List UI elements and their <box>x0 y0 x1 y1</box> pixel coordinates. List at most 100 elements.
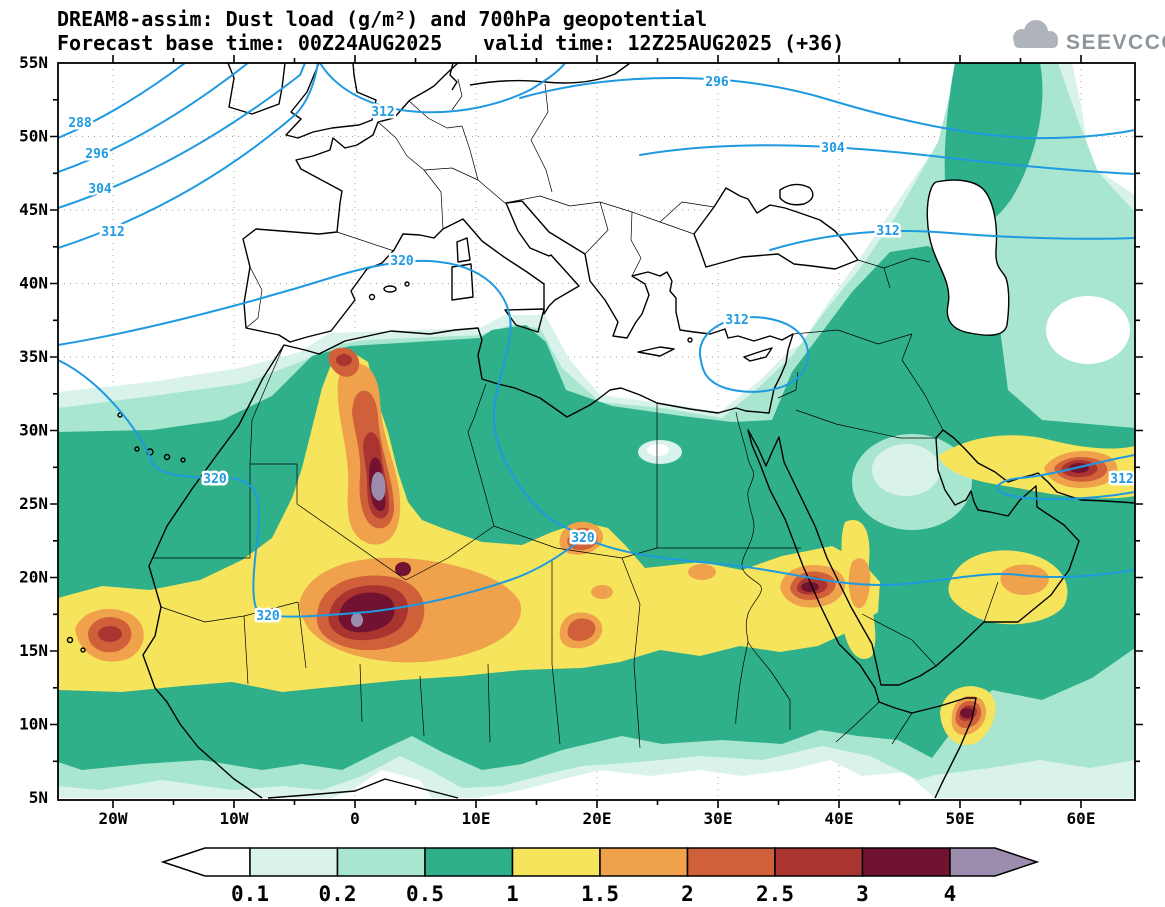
colorbar-segment <box>861 847 951 877</box>
forecast-base-time: Forecast base time: 00Z24AUG2025 <box>57 31 442 55</box>
contour-label: 288 <box>68 116 92 131</box>
crete <box>637 346 675 357</box>
corsica <box>456 237 471 263</box>
colorbar-label: 2.5 <box>756 882 794 906</box>
contour-304-east <box>639 144 1135 175</box>
menorca <box>404 281 410 287</box>
contour-296-west <box>58 63 249 173</box>
cape-verde-2 <box>80 647 86 653</box>
colorbar-label: 2 <box>681 882 694 906</box>
coastline-europe <box>242 63 673 343</box>
coastline-britain <box>285 63 377 139</box>
dust-hole-arabia-inner <box>872 444 940 496</box>
colorbar: 0.1 0.2 0.5 1 1.5 2 2.5 3 4 <box>160 847 1040 906</box>
canary-4 <box>134 446 140 452</box>
contour-312-hormuz <box>996 454 1135 501</box>
lat-label: 20N <box>19 568 48 587</box>
contour-label: 312 <box>101 225 124 240</box>
dust-fill-2.5-tibesti <box>572 531 592 545</box>
borders-europe <box>245 78 715 329</box>
lon-label: 60E <box>1067 809 1096 828</box>
dust-fill-3-somalia <box>960 708 974 718</box>
colorbar-segment <box>249 847 339 877</box>
islands <box>66 237 773 653</box>
lat-label: 45N <box>19 200 48 219</box>
contour-312-east <box>769 230 1135 251</box>
contour-labels: 288 296 304 312 312 296 304 312 312 320 … <box>66 73 1136 627</box>
ibiza <box>368 293 376 301</box>
sardinia <box>451 263 474 301</box>
lat-label: 55N <box>19 53 48 72</box>
borders-middle-east <box>777 257 999 667</box>
cape-verde-1 <box>66 636 74 644</box>
colorbar-label: 0.2 <box>319 882 357 906</box>
colorbar-label: 4 <box>944 882 957 906</box>
river-nile <box>735 411 773 725</box>
dust-shading <box>58 63 1135 798</box>
lat-label: 35N <box>19 347 48 366</box>
contour-320-main <box>58 259 1135 587</box>
colorbar-arrow-right <box>949 847 1040 877</box>
colorbar-label: 1 <box>506 882 519 906</box>
contour-label: 320 <box>203 472 227 487</box>
contour-288 <box>58 63 186 139</box>
lat-label: 25N <box>19 494 48 513</box>
contour-312-west <box>58 63 319 249</box>
colorbar-arrow-left <box>160 847 251 877</box>
dust-fill-2-bodele <box>567 618 596 641</box>
colorbar-label: 1.5 <box>581 882 619 906</box>
canary-3 <box>180 457 186 463</box>
contour-label: 312 <box>1110 472 1133 487</box>
geopotential-contours <box>58 63 1135 618</box>
colorbar-label: 0.1 <box>231 882 269 906</box>
dust-fill-1-sahel <box>58 352 880 692</box>
colorbar-label: 3 <box>856 882 869 906</box>
contour-label: 312 <box>371 105 394 120</box>
dust-hole-iran <box>1046 296 1130 364</box>
cyprus <box>743 347 773 362</box>
lon-label: 0 <box>350 809 360 828</box>
black-sea <box>693 187 859 270</box>
contour-label: 296 <box>705 75 729 90</box>
seevccc-logo: SEEVCCC <box>1013 20 1165 54</box>
dust-fill-1.5-sudan2 <box>688 564 716 580</box>
colorbar-segment <box>686 847 776 877</box>
borders-africa <box>152 344 913 749</box>
lat-label: 50N <box>19 127 48 146</box>
rhodes <box>687 337 693 343</box>
dust-fill-3-adrar <box>395 562 411 576</box>
contour-label: 312 <box>725 313 748 328</box>
sicily <box>504 308 545 333</box>
dust-fill-1.5-oman <box>1000 564 1049 596</box>
contour-312-turkey <box>698 316 810 393</box>
dust-fill-4-algeria <box>371 471 386 501</box>
dust-fill-2.5-senegal <box>98 626 122 642</box>
contour-312-top <box>319 63 566 114</box>
dust-fill-4-mali <box>351 613 363 627</box>
coastline-africa-med <box>142 280 794 799</box>
latitude-labels: 55N 50N 45N 40N 35N 30N 25N 20N 15N 10N … <box>19 53 48 807</box>
title-line1: DREAM8-assim: Dust load (g/m²) and 700hP… <box>57 7 707 31</box>
axis-ticks-major <box>50 55 1143 808</box>
caspian-sea <box>926 179 1010 336</box>
longitude-labels: 20W 10W 0 10E 20E 30E 40E 50E 60E <box>99 809 1096 828</box>
lon-label: 10W <box>220 809 249 828</box>
dust-fill-1.5-saudi-coast <box>848 558 871 609</box>
colorbar-segment <box>774 847 864 877</box>
madeira <box>117 412 123 418</box>
lon-label: 20W <box>99 809 128 828</box>
valid-time: valid time: 12Z25AUG2025 (+36) <box>483 31 844 55</box>
dust-fill-2.5-oran <box>336 354 352 366</box>
lon-label: 30E <box>704 809 733 828</box>
contour-label: 304 <box>88 182 112 197</box>
contour-label: 304 <box>821 141 845 156</box>
dust-hole-libya-inner <box>647 444 669 456</box>
lat-label: 10N <box>19 715 48 734</box>
contour-label: 320 <box>256 609 280 624</box>
colorbar-segment <box>424 847 514 877</box>
lat-label: 5N <box>29 788 48 807</box>
contour-296-top <box>519 77 1135 140</box>
dust-fill-3-sudan <box>801 582 819 592</box>
colorbar-labels: 0.1 0.2 0.5 1 1.5 2 2.5 3 4 <box>231 882 956 906</box>
